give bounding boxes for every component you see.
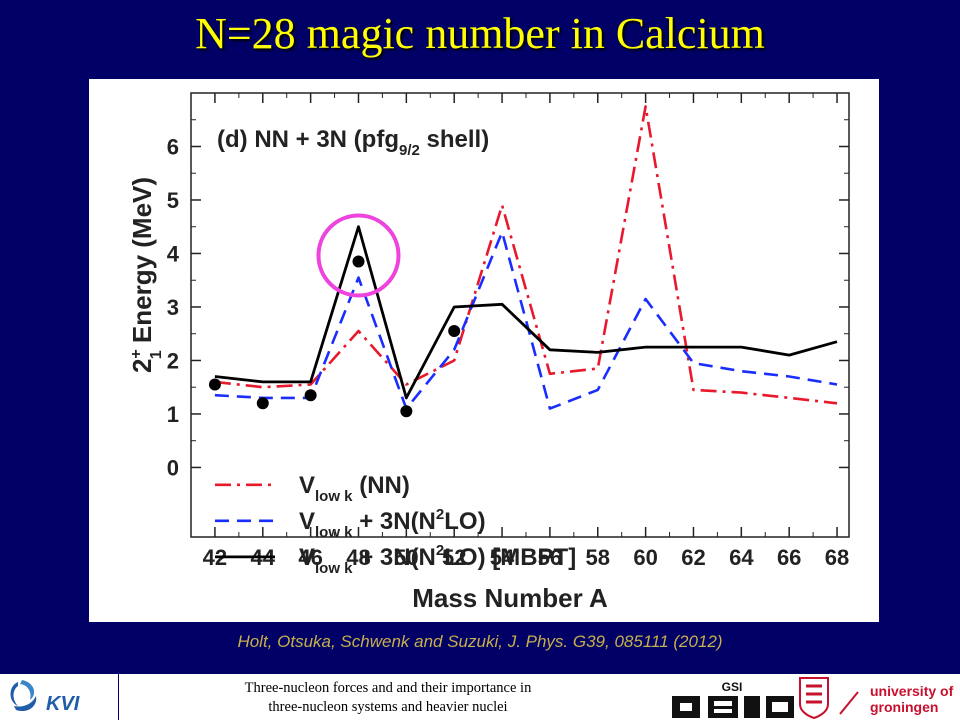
legend-label-mbpt: Vlow k + 3N(N2LO) [MBPT]	[299, 542, 576, 577]
chart-panel: 42 44 46 48 50 52 54 56 58 60 62 64 66 68 0 1 2 3 4 5 6 Mass …	[89, 79, 879, 622]
x-tick-label: 58	[586, 545, 610, 570]
y-tick-label: 4	[167, 241, 180, 266]
legend-label-nn: Vlow k (NN)	[299, 472, 410, 505]
experiment-point	[400, 405, 413, 418]
x-tick-label: 52	[442, 545, 466, 570]
x-tick-label: 56	[538, 545, 562, 570]
x-tick-label: 64	[729, 545, 754, 570]
experiment-point	[448, 325, 461, 338]
y-tick-label: 0	[167, 455, 179, 480]
groningen-logo: university of groningen	[799, 677, 954, 720]
y-tick-label: 3	[167, 295, 179, 320]
footer-text: Three-nucleon forces and and their impor…	[118, 674, 658, 720]
y-tick-label: 5	[167, 188, 179, 213]
kvi-logo: KVI	[10, 680, 80, 715]
y-axis-label: 2+ 1 Energy (MeV)	[127, 177, 165, 373]
kvi-logo-text: KVI	[46, 693, 80, 715]
y-tick-label: 6	[167, 134, 179, 159]
series-line-nn3n	[214, 230, 838, 410]
x-tick-label: 60	[633, 545, 657, 570]
groningen-line-1: university of	[870, 683, 954, 699]
chart-svg: 42 44 46 48 50 52 54 56 58 60 62 64 66 680123456Mass …	[127, 92, 850, 613]
x-tick-label: 66	[777, 545, 801, 570]
footer-line-1: Three-nucleon forces and and their impor…	[244, 680, 532, 696]
slide-title: N=28 magic number in Calcium	[195, 9, 765, 58]
footer-line-2: three-nucleon systems and heavier nuclei	[268, 699, 508, 715]
experiment-point	[304, 389, 317, 402]
citation: Holt, Otsuka, Schwenk and Suzuki, J. Phy…	[237, 632, 723, 651]
gsi-logo: GSI	[668, 676, 796, 720]
x-tick-label: 54	[490, 545, 515, 570]
experiment-point	[208, 378, 221, 391]
x-tick-label: 46	[298, 545, 322, 570]
series-line-mbpt	[214, 225, 838, 400]
footer: KVI Three-nucleon forces and and their i…	[0, 674, 960, 720]
plot-frame	[190, 92, 850, 538]
x-tick-label: 62	[681, 545, 705, 570]
footer-divider	[118, 674, 119, 720]
gsi-logo-text: GSI	[722, 680, 743, 694]
y-tick-label: 2	[167, 348, 179, 373]
experiment-point	[256, 397, 269, 410]
legend-label-nn3n: Vlow k + 3N(N2LO)	[299, 506, 486, 541]
highlight-circle	[316, 213, 401, 298]
x-axis-label: Mass Number A	[412, 583, 608, 613]
experiment-point	[352, 255, 365, 268]
groningen-line-2: groningen	[870, 699, 938, 715]
x-tick-label: 48	[346, 545, 370, 570]
y-tick-label: 1	[167, 402, 179, 427]
x-tick-label: 50	[394, 545, 418, 570]
x-tick-label: 68	[825, 545, 849, 570]
panel-label: (d) NN + 3N (pfg9/2 shell)	[217, 126, 489, 159]
